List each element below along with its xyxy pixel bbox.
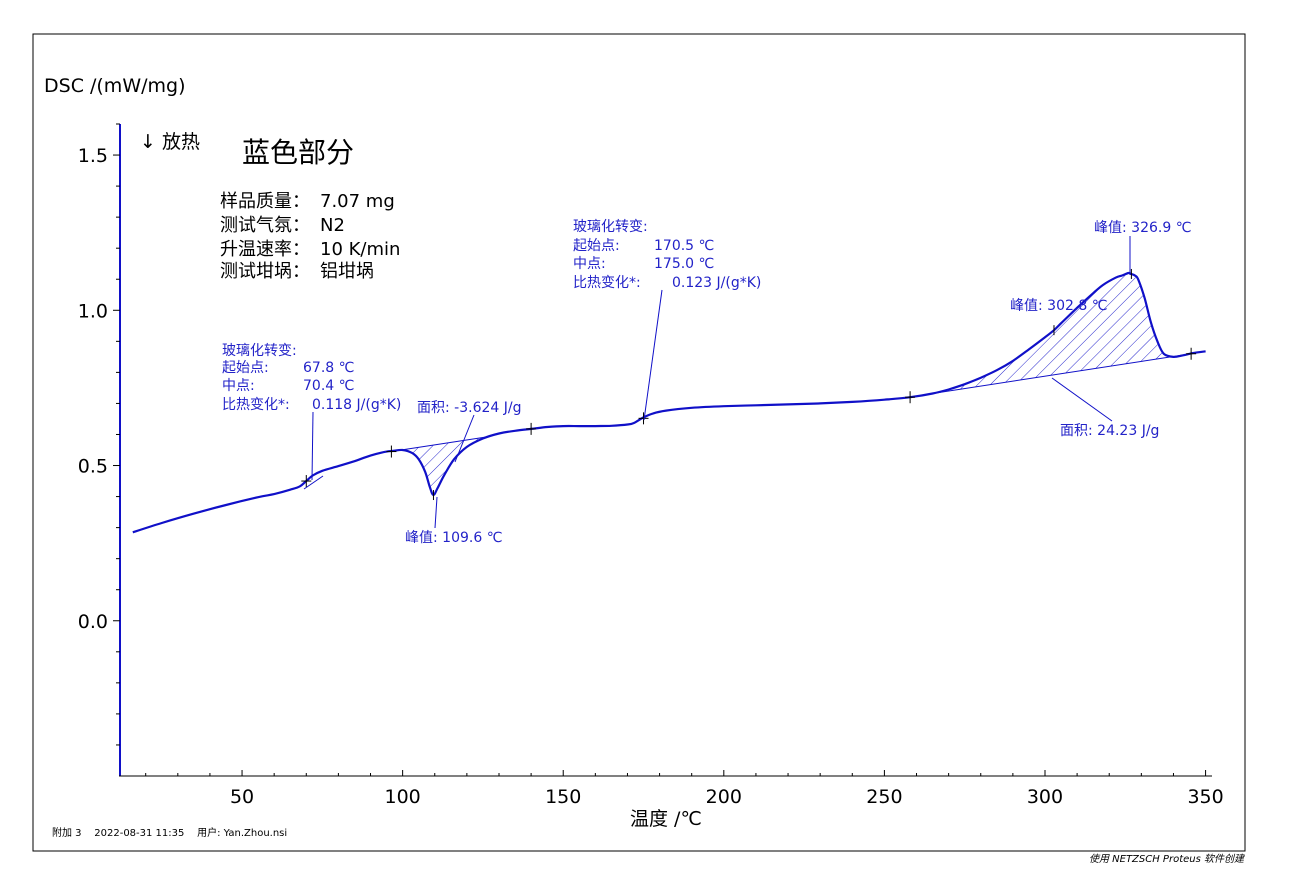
footer-info: 附加 3 2022-08-31 11:35 用户: Yan.Zhou.nsi <box>52 826 287 839</box>
area-1-leader <box>454 414 475 463</box>
heating-rate-value: 10 K/min <box>320 239 400 260</box>
peak-1-leader <box>434 496 438 529</box>
y-tick-label: 0.0 <box>78 611 108 633</box>
sample-mass-value: 7.07 mg <box>320 191 395 212</box>
peak-area-1-hatch <box>393 436 487 495</box>
x-tick-label: 200 <box>706 786 742 808</box>
glass-1-onset-value: 67.8 ℃ <box>303 360 354 376</box>
peak-1-label: 峰值: 109.6 ℃ <box>405 530 502 546</box>
peak-1-baseline <box>392 436 487 452</box>
peak-2-label: 峰值: 302.8 ℃ <box>1010 298 1107 314</box>
y-tick-label: 0.5 <box>78 456 108 478</box>
x-tick-label: 350 <box>1187 786 1223 808</box>
chart-title: 蓝色部分 <box>242 136 354 169</box>
area-2-label: 面积: 24.23 J/g <box>1060 423 1159 439</box>
area-2-leader <box>1051 377 1113 422</box>
glass-1-mid-value: 70.4 ℃ <box>303 378 354 394</box>
exo-direction-label: ↓ 放热 <box>140 131 200 153</box>
glass-2-title: 玻璃化转变: <box>573 218 648 235</box>
glass-2-onset-label: 起始点: <box>573 238 620 254</box>
crucible-value: 铝坩埚 <box>320 261 374 282</box>
glass-2-mid-label: 中点: <box>573 256 606 272</box>
y-tick-label: 1.5 <box>78 145 108 167</box>
glass-1-leader <box>311 411 314 481</box>
glass-1-onset-label: 起始点: <box>222 360 269 376</box>
y-tick-label: 1.0 <box>78 300 108 322</box>
area-1-label: 面积: -3.624 J/g <box>417 400 521 416</box>
glass-transition-2-annotation: 玻璃化转变: 起始点: 170.5 ℃ 中点: 175.0 ℃ 比热变化*: 0… <box>573 218 761 291</box>
glass-1-cp-label: 比热变化*: <box>222 397 290 413</box>
x-tick-label: 50 <box>230 786 254 808</box>
x-tick-label: 300 <box>1027 786 1063 808</box>
x-axis-title: 温度 /℃ <box>630 808 702 830</box>
peak-3-label: 峰值: 326.9 ℃ <box>1094 220 1191 236</box>
glass-2-leader <box>643 289 663 421</box>
heating-rate-label: 升温速率： <box>220 239 310 260</box>
footer-software: 使用 NETZSCH Proteus 软件创建 <box>1089 853 1246 865</box>
x-tick-label: 150 <box>545 786 581 808</box>
crucible-label: 测试坩埚： <box>220 261 310 282</box>
curve-tick-marks <box>301 268 1197 501</box>
x-tick-label: 100 <box>385 786 421 808</box>
peak-2-baseline <box>932 353 1192 394</box>
glass-1-mid-label: 中点: <box>222 378 255 394</box>
glass-1-step-line-a <box>303 475 324 490</box>
sample-mass-label: 样品质量： <box>220 191 310 212</box>
glass-1-cp-value: 0.118 J/(g*K) <box>312 397 401 413</box>
glass-2-cp-value: 0.123 J/(g*K) <box>672 275 761 291</box>
sample-info: 样品质量： 7.07 mg 测试气氛： N2 升温速率： 10 K/min 测试… <box>220 191 400 282</box>
peak-area-2-hatch <box>932 273 1192 394</box>
glass-1-title: 玻璃化转变: <box>222 342 297 359</box>
atmosphere-label: 测试气氛： <box>220 215 310 236</box>
y-axis-title: DSC /(mW/mg) <box>44 75 186 97</box>
x-ticks: 50 100 150 200 250 300 350 <box>145 770 1224 808</box>
atmosphere-value: N2 <box>320 215 345 236</box>
y-ticks: 0.0 0.5 1.0 1.5 <box>78 123 120 746</box>
chart-frame <box>32 33 1246 852</box>
glass-2-onset-value: 170.5 ℃ <box>654 238 714 254</box>
glass-2-cp-label: 比热变化*: <box>573 275 641 291</box>
x-tick-label: 250 <box>866 786 902 808</box>
glass-2-mid-value: 175.0 ℃ <box>654 256 714 272</box>
glass-transition-1-annotation: 玻璃化转变: 起始点: 67.8 ℃ 中点: 70.4 ℃ 比热变化*: 0.1… <box>222 342 401 413</box>
